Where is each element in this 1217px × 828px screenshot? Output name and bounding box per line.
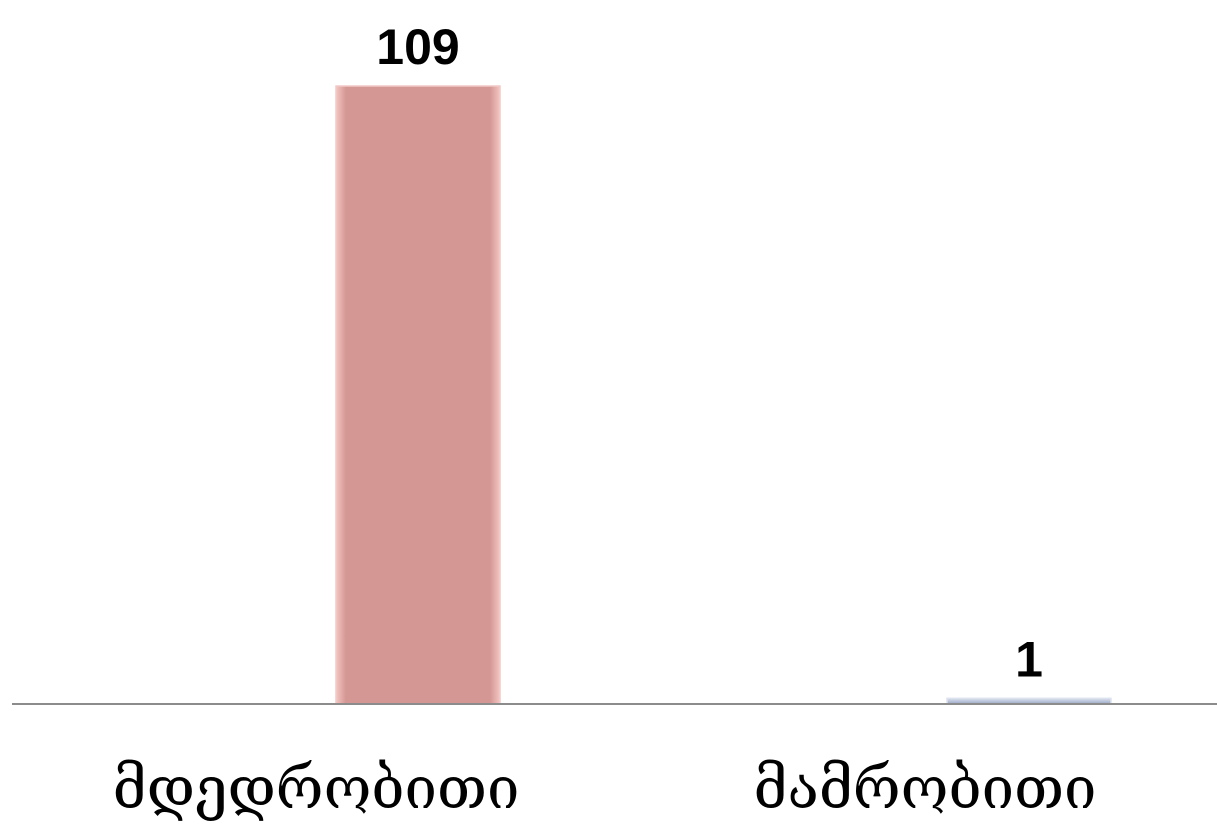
bars-group [335, 85, 1112, 705]
value-label-0: 109 [376, 19, 459, 75]
value-label-1: 1 [1015, 631, 1043, 687]
bar-0 [335, 85, 501, 705]
category-labels-group: მდედრობითი მამრობითი [113, 754, 1097, 822]
category-label-0: მდედრობითი [113, 754, 520, 822]
value-labels-group: 109 1 [376, 19, 1043, 687]
category-label-1: მამრობითი [754, 754, 1097, 822]
